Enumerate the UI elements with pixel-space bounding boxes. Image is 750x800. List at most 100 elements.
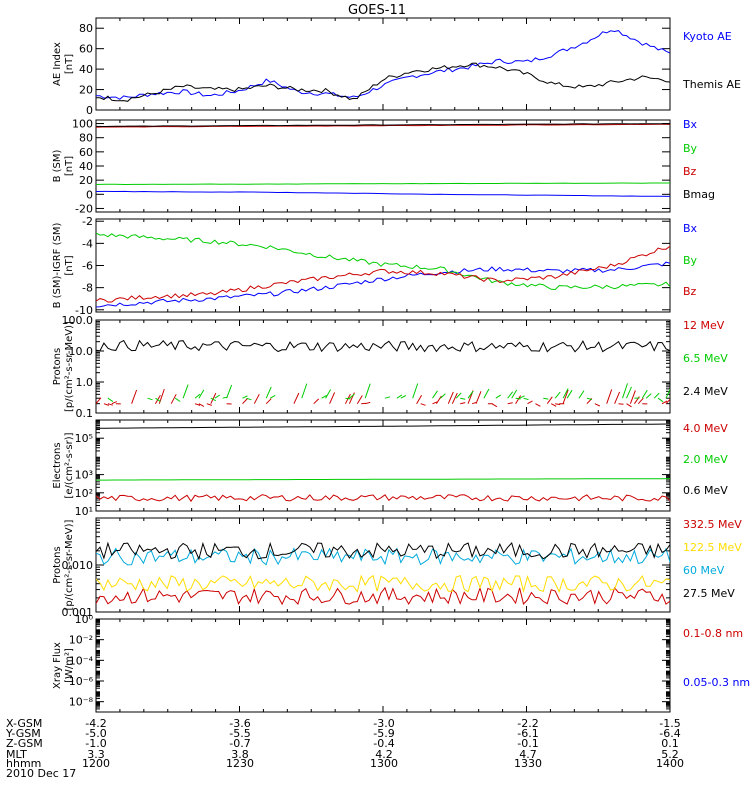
series-line	[96, 30, 670, 100]
series-line	[96, 586, 670, 606]
x-axis-row-label: MLT	[6, 748, 27, 761]
y-axis-label: Protons	[52, 546, 63, 583]
series-line	[96, 541, 670, 561]
x-tick-label: 1400	[656, 757, 684, 770]
series-line	[96, 423, 670, 429]
x-tick-label: 4.7	[519, 748, 537, 761]
x-tick-label: -6.4	[659, 727, 680, 740]
y-tick-label: 0	[86, 188, 93, 201]
x-tick-label: 4.2	[375, 748, 393, 761]
y-tick-label: 10.0	[69, 345, 94, 358]
series-line	[107, 383, 670, 403]
y-tick-label: 1.0	[76, 376, 94, 389]
x-axis-row-label: Z-GSM	[6, 737, 43, 750]
series-line	[96, 574, 670, 594]
y-tick-label: 0.001	[62, 606, 94, 619]
y-axis-label: Electrons	[52, 442, 63, 488]
y-axis-label: [nT]	[64, 54, 75, 74]
panel-xray: 10⁰ 10⁻² 10⁻⁴ 10⁻⁶ 10⁻⁸ Xray Flux [W/m²] 0.1-0.…	[52, 613, 750, 713]
y-axis-label: [e/(cm²-s-sr)]	[64, 432, 75, 498]
legend-entry: 12 MeV	[683, 319, 725, 332]
series-line	[96, 478, 670, 481]
legend-entry: 27.5 MeV	[683, 587, 735, 600]
panel-frame	[95, 17, 671, 111]
date-label: 2010 Dec 17	[6, 767, 76, 780]
y-tick-label: 10⁻⁶	[69, 675, 94, 688]
x-axis-row-label: X-GSM	[6, 717, 42, 730]
legend-entry: Bmag	[683, 188, 715, 201]
y-tick-label: 10¹	[75, 505, 93, 518]
series-line	[96, 123, 670, 128]
legend-entry: 122.5 MeV	[683, 541, 742, 554]
x-tick-label: -5.9	[373, 727, 394, 740]
y-tick-label: 20	[79, 174, 93, 187]
legend-entry: Themis AE	[682, 78, 741, 91]
y-tick-label: 40	[79, 160, 93, 173]
x-tick-label: -1.0	[85, 737, 106, 750]
panel-frame	[95, 419, 671, 512]
y-tick-label: 10⁻⁴	[69, 654, 94, 667]
y-tick-label: 80	[79, 132, 93, 145]
y-tick-label: 10⁻⁸	[69, 696, 94, 709]
series-line	[96, 62, 670, 102]
legend-entry: Bz	[683, 165, 697, 178]
y-tick-label: -20	[75, 202, 93, 215]
x-tick-label: 5.2	[661, 748, 679, 761]
series-line	[96, 494, 670, 503]
y-axis-label: Xray Flux	[52, 642, 63, 689]
legend-entry: 0.6 MeV	[683, 484, 728, 497]
y-tick-label: 0.1	[76, 407, 94, 420]
y-tick-label: 100	[72, 118, 93, 131]
x-tick-label: -6.1	[517, 727, 538, 740]
legend-entry: 0.1-0.8 nm	[683, 627, 743, 640]
x-tick-label: -2.2	[517, 717, 538, 730]
y-axis-label: [p/(cm²-s-sr-MeV)]	[64, 519, 75, 610]
x-tick-label: -3.0	[373, 717, 394, 730]
y-tick-label: 60	[79, 146, 93, 159]
y-tick-label: 10⁰	[75, 613, 94, 626]
panel-ae: 0 20 40 60 80 AE Index [nT] Kyoto AE Themis AE	[52, 17, 741, 117]
legend-entry: 60 MeV	[683, 564, 725, 577]
y-axis-label: Protons	[52, 348, 63, 385]
y-tick-label: 10⁻²	[69, 634, 93, 647]
y-axis-label: AE Index	[52, 42, 63, 86]
series-line	[96, 339, 670, 353]
legend-entry: 332.5 MeV	[683, 518, 742, 531]
y-axis-label: [nT]	[64, 255, 75, 275]
y-tick-label: -4	[82, 237, 93, 250]
legend-entry: 2.0 MeV	[683, 453, 728, 466]
y-tick-label: 20	[79, 84, 93, 97]
panel-frame	[95, 218, 671, 313]
x-tick-label: 3.8	[231, 748, 249, 761]
legend-entry: 2.4 MeV	[683, 385, 728, 398]
x-tick-label: 1300	[370, 757, 398, 770]
y-tick-label: 100.0	[62, 314, 94, 327]
y-tick-label: -2	[82, 215, 93, 228]
series-line	[96, 547, 670, 566]
x-tick-label: -4.2	[85, 717, 106, 730]
y-tick-label: 10⁵	[75, 432, 93, 445]
y-tick-label: 0	[86, 104, 93, 117]
legend-entry: Bx	[683, 118, 698, 131]
y-tick-label: -10	[75, 304, 93, 317]
panel-frame	[95, 119, 671, 213]
series-line	[96, 190, 670, 197]
y-tick-label: 0.010	[62, 559, 94, 572]
x-tick-label: 1230	[226, 757, 254, 770]
panel-frame	[95, 618, 671, 713]
series-line	[96, 123, 670, 128]
x-tick-label: 1200	[82, 757, 110, 770]
chart-title: GOES-11	[348, 3, 406, 18]
x-tick-label: -1.5	[659, 717, 680, 730]
y-tick-label: -6	[82, 260, 93, 273]
x-axis-row-label: Y-GSM	[5, 727, 41, 740]
x-axis-row-label: hhmm	[6, 757, 41, 770]
y-tick-label: 40	[79, 63, 93, 76]
series-line	[96, 261, 670, 308]
y-tick-label: 10²	[75, 487, 93, 500]
legend-entry: By	[683, 142, 698, 155]
